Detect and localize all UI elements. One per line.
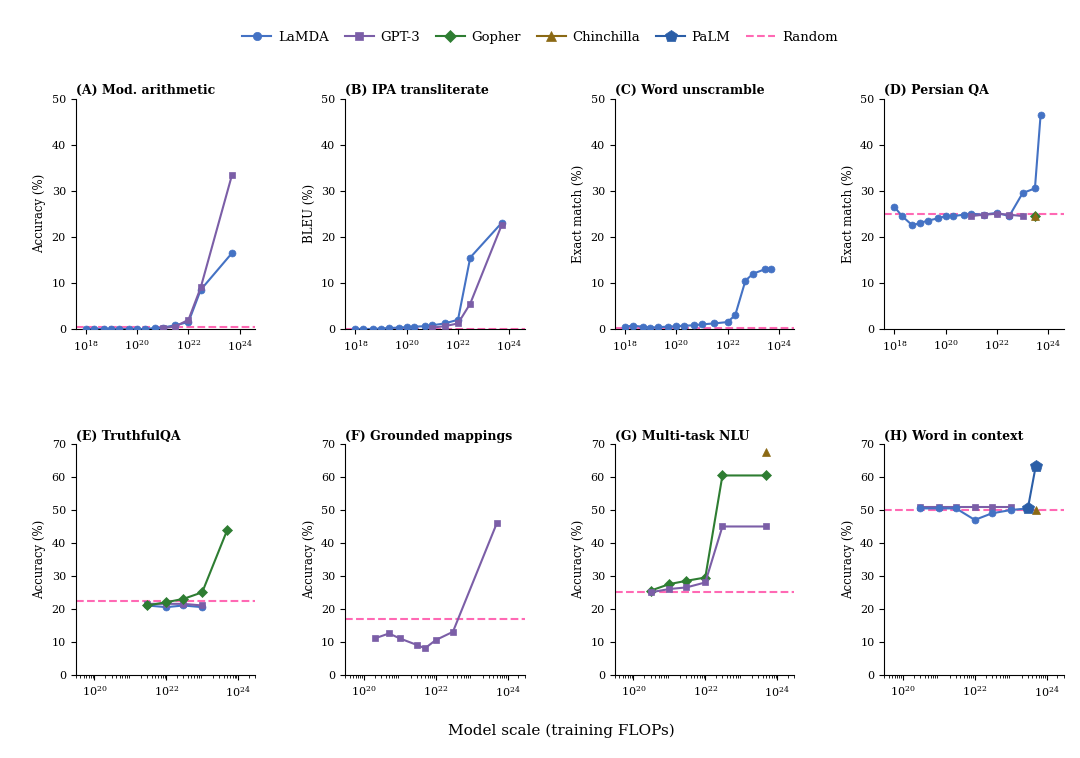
Y-axis label: Accuracy (%): Accuracy (%): [572, 520, 585, 599]
Y-axis label: Exact match (%): Exact match (%): [841, 164, 854, 263]
Text: (C) Word unscramble: (C) Word unscramble: [615, 84, 765, 97]
Y-axis label: Accuracy (%): Accuracy (%): [302, 520, 315, 599]
Y-axis label: Accuracy (%): Accuracy (%): [841, 520, 854, 599]
Y-axis label: Accuracy (%): Accuracy (%): [33, 520, 46, 599]
Text: (B) IPA transliterate: (B) IPA transliterate: [346, 84, 489, 97]
Y-axis label: Exact match (%): Exact match (%): [572, 164, 585, 263]
Text: (A) Mod. arithmetic: (A) Mod. arithmetic: [76, 84, 215, 97]
Legend: LaMDA, GPT-3, Gopher, Chinchilla, PaLM, Random: LaMDA, GPT-3, Gopher, Chinchilla, PaLM, …: [238, 26, 842, 49]
Y-axis label: BLEU (%): BLEU (%): [302, 184, 315, 243]
Text: Model scale (training FLOPs): Model scale (training FLOPs): [448, 724, 675, 738]
Y-axis label: Accuracy (%): Accuracy (%): [33, 174, 46, 253]
Text: (F) Grounded mappings: (F) Grounded mappings: [346, 430, 512, 443]
Text: (G) Multi-task NLU: (G) Multi-task NLU: [615, 430, 750, 443]
Text: (D) Persian QA: (D) Persian QA: [885, 84, 989, 97]
Text: (E) TruthfulQA: (E) TruthfulQA: [76, 430, 180, 443]
Text: (H) Word in context: (H) Word in context: [885, 430, 1024, 443]
